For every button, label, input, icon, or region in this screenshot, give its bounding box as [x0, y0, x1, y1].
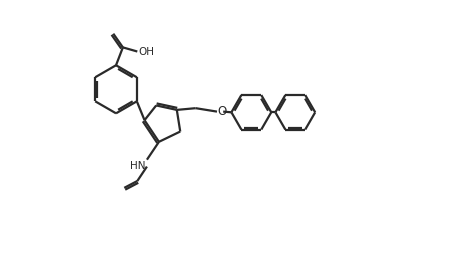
Text: OH: OH: [138, 46, 154, 57]
Text: HN: HN: [130, 161, 145, 171]
Text: O: O: [218, 105, 227, 118]
